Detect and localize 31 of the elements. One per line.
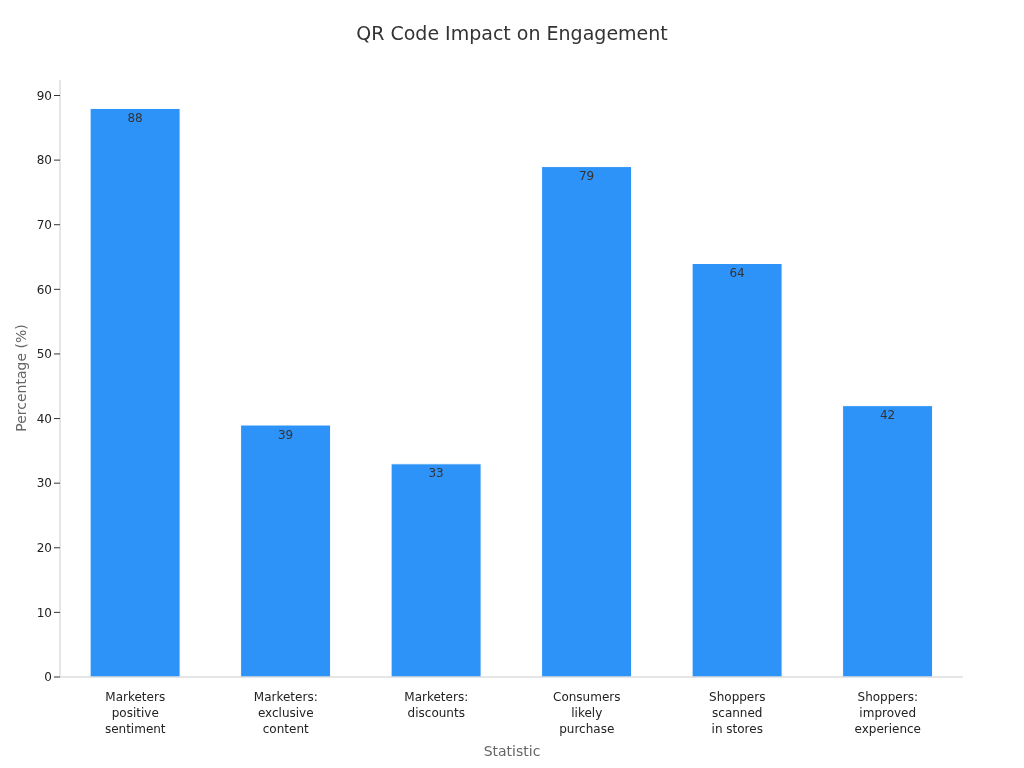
y-tick-label: 10 [36, 605, 52, 620]
bar [842, 405, 934, 677]
y-tick-label: 0 [44, 670, 52, 685]
chart-title: QR Code Impact on Engagement [356, 22, 668, 44]
data-label: 42 [879, 408, 896, 423]
y-tick-label: 90 [36, 88, 52, 103]
x-tick-label: Shoppers: improved experience [854, 690, 922, 736]
data-label: 79 [578, 169, 595, 184]
y-tick-label: 40 [36, 411, 52, 426]
x-tick-label: Marketers: exclusive content [253, 690, 318, 736]
x-tick-label: Consumers likely purchase [553, 690, 621, 736]
bar [691, 262, 783, 677]
y-tick-label: 80 [36, 153, 52, 168]
bar [89, 107, 181, 677]
x-tick-label: Marketers: discounts [404, 690, 469, 720]
y-tick-label: 30 [36, 476, 52, 491]
y-tick-label: 60 [36, 282, 52, 297]
bar [541, 166, 633, 677]
y-tick-label: 50 [36, 347, 52, 362]
y-axis-title: Percentage (%) [13, 324, 29, 432]
data-label: 33 [428, 466, 444, 481]
y-tick-label: 70 [36, 217, 52, 232]
x-axis-title: Statistic [483, 743, 541, 759]
bar [390, 463, 482, 677]
bar [240, 424, 332, 677]
data-label: 88 [127, 110, 143, 125]
y-tick-label: 20 [36, 541, 52, 556]
x-tick-label: Shoppers scanned in stores [709, 690, 766, 736]
x-tick-label: Marketers positive sentiment [104, 690, 166, 736]
data-label: 39 [277, 427, 294, 442]
data-label: 64 [729, 266, 745, 281]
